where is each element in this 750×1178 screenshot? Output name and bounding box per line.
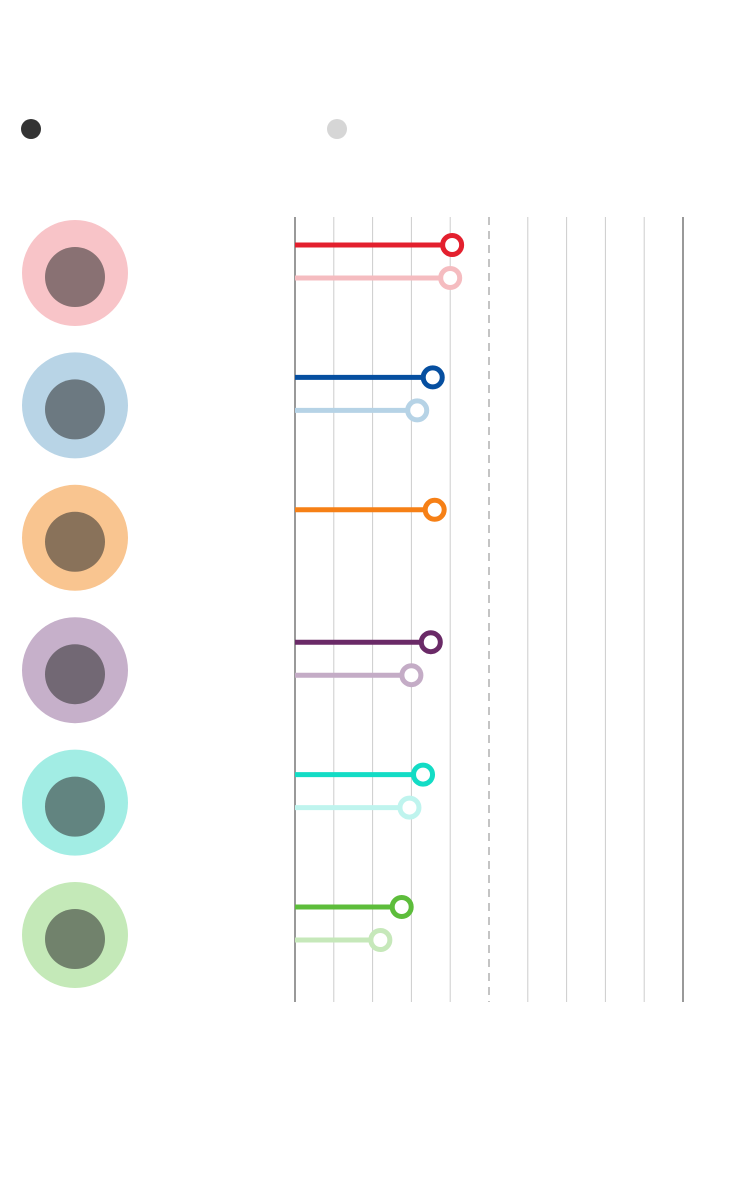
avatar-face xyxy=(45,511,105,572)
dot xyxy=(438,266,463,290)
dot xyxy=(397,795,422,820)
dot xyxy=(422,497,447,522)
legend-dot xyxy=(21,119,41,139)
dot xyxy=(420,365,445,390)
dot xyxy=(411,762,436,787)
avatar-face xyxy=(45,644,105,705)
dot xyxy=(405,398,430,423)
dot xyxy=(440,233,465,257)
dot xyxy=(368,928,393,952)
dot xyxy=(418,630,443,655)
avatar-face xyxy=(45,909,105,969)
dot xyxy=(399,663,424,688)
dot xyxy=(389,895,414,919)
avatar-face xyxy=(45,247,105,307)
avatar-face xyxy=(45,379,105,440)
legend-dot xyxy=(327,119,347,139)
avatar-face xyxy=(45,776,105,837)
